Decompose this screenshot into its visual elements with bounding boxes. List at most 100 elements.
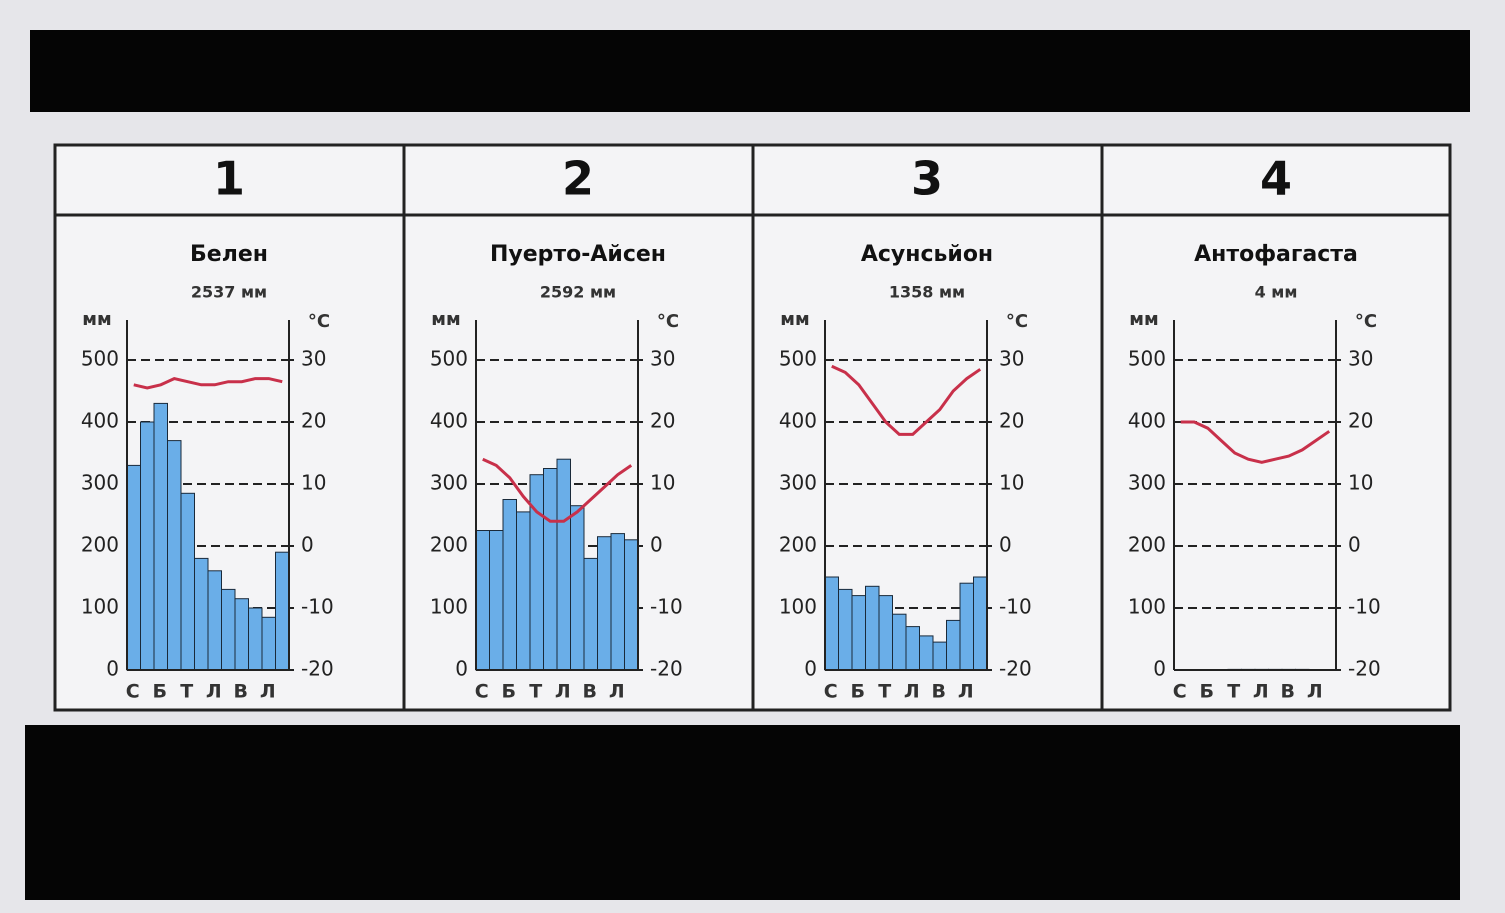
y2-tick-label: 20 <box>301 409 326 433</box>
y-tick-label: 500 <box>430 347 468 371</box>
bar <box>248 607 263 671</box>
y2-tick-label: 10 <box>999 471 1024 495</box>
x-tick-label: Л <box>904 681 922 703</box>
y2-tick-label: 10 <box>301 471 326 495</box>
bar <box>180 492 195 671</box>
bar <box>624 539 639 671</box>
bar <box>221 588 236 671</box>
temperature-line <box>482 457 633 523</box>
chart-title: Асунсьйон <box>861 242 993 267</box>
bar <box>865 585 880 671</box>
y-tick-label: 300 <box>779 471 817 495</box>
y2-axis-label: °C <box>1355 311 1377 332</box>
bar <box>234 598 249 671</box>
y-tick-label: 300 <box>81 471 119 495</box>
bar <box>475 530 490 671</box>
y2-tick-label: -10 <box>1348 595 1381 619</box>
y-axis-label: мм <box>82 309 111 330</box>
y-tick-label: 500 <box>1128 347 1166 371</box>
bar <box>932 641 947 671</box>
temperature-line <box>831 364 982 436</box>
y-axis-label: мм <box>1129 309 1158 330</box>
x-tick-label: В <box>1281 681 1297 703</box>
y2-tick-label: -20 <box>1348 657 1381 681</box>
panel-number: 1 <box>213 152 245 206</box>
bar <box>824 576 839 671</box>
y-tick-label: 0 <box>106 657 119 681</box>
y2-tick-label: 0 <box>999 533 1012 557</box>
redaction-bar <box>30 30 1470 112</box>
x-tick-label: Т <box>180 681 195 703</box>
chart-title: Пуерто-Айсен <box>490 242 666 267</box>
y-tick-label: 100 <box>81 595 119 619</box>
y2-tick-label: 30 <box>1348 347 1373 371</box>
chart-title: Белен <box>190 242 268 267</box>
panel-number: 4 <box>1260 152 1292 206</box>
bar <box>502 499 517 671</box>
bar <box>946 619 961 671</box>
bar <box>919 635 934 671</box>
bar <box>543 468 558 671</box>
bar <box>597 536 612 671</box>
y2-tick-label: -10 <box>999 595 1032 619</box>
y-tick-label: 0 <box>1153 657 1166 681</box>
y-tick-label: 100 <box>430 595 468 619</box>
bar <box>583 557 598 671</box>
panel-number: 3 <box>911 152 943 206</box>
bar <box>275 551 290 671</box>
x-tick-label: Т <box>1227 681 1242 703</box>
bar <box>878 595 893 671</box>
y-tick-label: 100 <box>1128 595 1166 619</box>
x-tick-label: С <box>126 681 142 703</box>
y2-tick-label: 30 <box>650 347 675 371</box>
x-tick-label: В <box>234 681 250 703</box>
bar <box>489 530 504 671</box>
y2-tick-label: 30 <box>301 347 326 371</box>
chart-title: Антофагаста <box>1194 242 1358 267</box>
chart-subtitle: 2592 мм <box>540 283 616 302</box>
y-tick-label: 400 <box>779 409 817 433</box>
chart-subtitle: 1358 мм <box>889 283 965 302</box>
y-tick-label: 400 <box>1128 409 1166 433</box>
y2-tick-label: 10 <box>1348 471 1373 495</box>
y-tick-label: 300 <box>1128 471 1166 495</box>
x-tick-label: Л <box>609 681 627 703</box>
y-tick-label: 0 <box>455 657 468 681</box>
bar <box>973 576 988 671</box>
bar <box>838 588 853 671</box>
y-tick-label: 500 <box>81 347 119 371</box>
x-tick-label: С <box>1173 681 1189 703</box>
bar <box>167 440 182 671</box>
redaction-bar <box>25 725 1460 900</box>
x-tick-label: Л <box>1253 681 1271 703</box>
y2-tick-label: 0 <box>1348 533 1361 557</box>
y-axis-label: мм <box>431 309 460 330</box>
y2-tick-label: 20 <box>650 409 675 433</box>
y2-tick-label: -20 <box>999 657 1032 681</box>
bar <box>194 557 209 671</box>
bar <box>261 616 276 671</box>
y-tick-label: 200 <box>430 533 468 557</box>
bar <box>140 421 155 671</box>
y-axis-label: мм <box>780 309 809 330</box>
chart-subtitle: 4 мм <box>1255 283 1298 302</box>
bar <box>207 570 222 671</box>
x-tick-label: Л <box>260 681 278 703</box>
y2-tick-label: -10 <box>650 595 683 619</box>
x-tick-label: Б <box>153 681 169 703</box>
y2-tick-label: 10 <box>650 471 675 495</box>
x-tick-label: С <box>824 681 840 703</box>
bar <box>516 511 531 671</box>
bar <box>905 626 920 671</box>
bar <box>610 533 625 671</box>
bar <box>529 474 544 671</box>
y-tick-label: 100 <box>779 595 817 619</box>
x-tick-label: В <box>932 681 948 703</box>
y-tick-label: 0 <box>804 657 817 681</box>
y2-tick-label: -20 <box>650 657 683 681</box>
x-tick-label: Б <box>851 681 867 703</box>
bar <box>851 595 866 671</box>
y2-tick-label: -20 <box>301 657 334 681</box>
bar <box>153 402 168 671</box>
